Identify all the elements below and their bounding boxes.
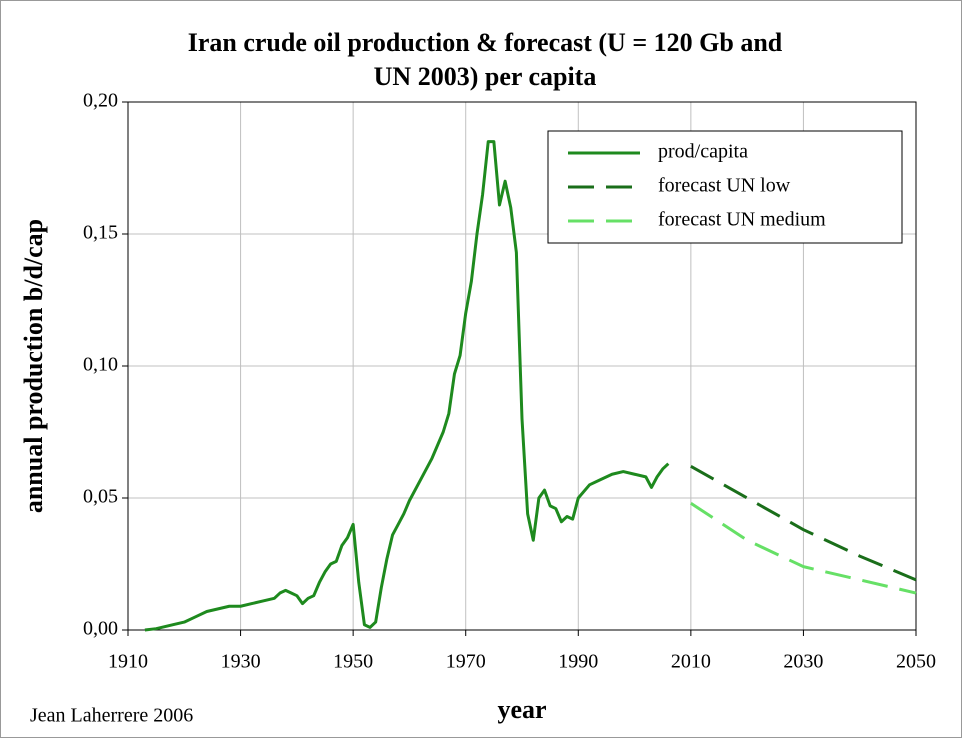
chart-title: Iran crude oil production & forecast (U … [188,28,783,57]
x-tick-label: 1910 [108,651,148,673]
chart-title: UN 2003) per capita [374,62,597,91]
plot-area [127,101,917,631]
legend-label: prod/capita [658,141,748,163]
series-line [144,140,670,632]
y-tick-label: 0,15 [83,222,118,244]
y-tick-label: 0,20 [83,90,118,112]
x-tick-label: 1950 [333,651,373,673]
x-tick-label: 1990 [558,651,598,673]
x-tick-label: 1970 [446,651,486,673]
legend-label: forecast UN low [658,175,791,197]
x-axis-title: year [497,695,546,724]
x-tick-label: 2050 [896,651,936,673]
x-tick-label: 2010 [671,651,711,673]
legend-label: forecast UN medium [658,209,826,231]
x-tick-label: 1930 [221,651,261,673]
series-line [690,465,917,582]
series-line [690,502,917,595]
y-tick-label: 0,05 [83,486,118,508]
annotation: Jean Laherrere 2006 [30,705,193,727]
x-tick-label: 2030 [783,651,823,673]
y-axis-title: annual production b/d/cap [19,219,48,513]
y-tick-label: 0,00 [83,618,118,640]
y-tick-label: 0,10 [83,354,118,376]
